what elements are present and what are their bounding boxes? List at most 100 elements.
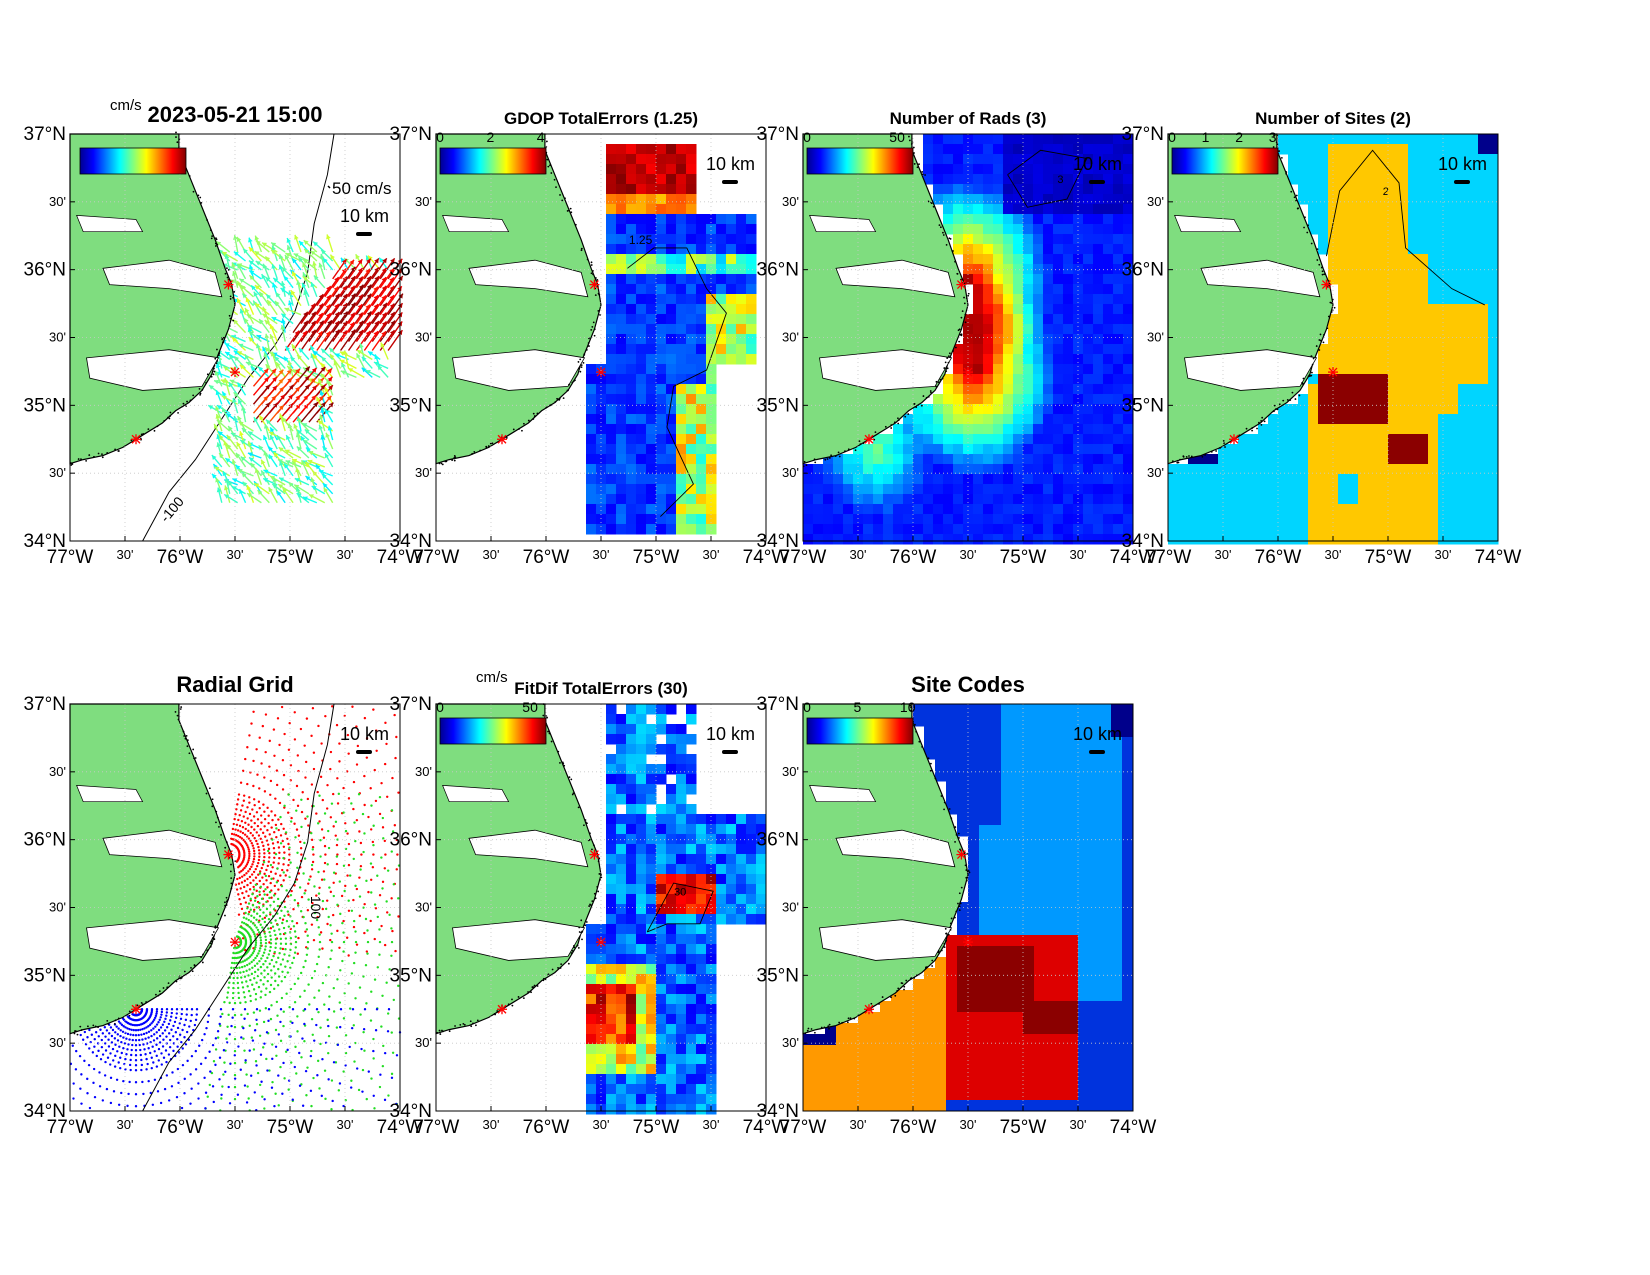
data-cell	[1053, 534, 1064, 545]
data-cell	[913, 524, 924, 535]
coast-speckle	[1310, 242, 1313, 245]
data-cell	[1428, 254, 1439, 265]
radial-grid-point	[291, 961, 294, 965]
data-cell	[1348, 504, 1359, 515]
coast-speckle	[199, 196, 202, 199]
data-cell	[1063, 444, 1074, 455]
radial-grid-point	[380, 781, 383, 785]
current-vector-head	[267, 299, 272, 305]
current-vector-head	[263, 423, 269, 429]
radial-grid-point	[243, 852, 246, 856]
x-tick-label: 76°W	[890, 547, 937, 568]
colorbar	[79, 147, 187, 175]
data-cell	[706, 264, 717, 275]
current-vector-head	[319, 414, 324, 420]
data-cell	[993, 524, 1004, 535]
data-cell	[1103, 504, 1114, 515]
data-cell	[1388, 464, 1399, 475]
data-cell	[1033, 174, 1044, 185]
data-cell	[1448, 384, 1459, 395]
coast-speckle	[942, 234, 945, 236]
coast-speckle	[555, 186, 557, 189]
data-cell	[873, 454, 884, 465]
data-cell	[1488, 434, 1499, 445]
data-cell	[1188, 534, 1199, 545]
data-cell	[1033, 184, 1044, 195]
coast-speckle	[924, 174, 926, 176]
data-cell	[1123, 384, 1134, 395]
radial-grid-point	[279, 932, 282, 936]
data-cell	[1043, 324, 1054, 335]
radial-grid-point	[248, 910, 251, 914]
radial-grid-point	[238, 876, 241, 880]
current-vector-head	[264, 377, 269, 383]
data-cell	[1378, 244, 1389, 255]
radial-grid-point	[247, 848, 250, 851]
current-vector-head	[381, 331, 386, 337]
data-cell	[1053, 454, 1064, 465]
radial-grid-point	[354, 951, 357, 954]
data-cell	[1458, 444, 1469, 455]
data-cell	[1043, 144, 1054, 155]
data-cell	[1308, 484, 1319, 495]
data-cell	[606, 494, 617, 505]
radial-grid-point	[239, 887, 242, 890]
data-cell	[1318, 174, 1329, 185]
data-cell	[1478, 524, 1489, 535]
data-cell	[656, 204, 667, 215]
data-cell	[1348, 464, 1359, 475]
current-vector-head	[268, 487, 273, 493]
current-vector-head	[374, 258, 379, 264]
data-cell	[1238, 514, 1249, 525]
data-cell	[1308, 504, 1319, 515]
data-cell	[943, 464, 954, 475]
data-cell	[1123, 244, 1134, 255]
data-cell	[1448, 454, 1459, 465]
data-cell	[1378, 364, 1389, 375]
current-vector-head	[292, 460, 297, 466]
radial-grid-point	[296, 804, 300, 808]
data-cell	[1198, 534, 1209, 545]
radial-grid-point	[273, 814, 277, 817]
current-vector-head	[268, 454, 274, 460]
radial-grid-point	[312, 938, 316, 942]
radial-grid-point	[241, 831, 245, 835]
data-cell	[1448, 324, 1459, 335]
radial-grid-point	[254, 941, 258, 945]
data-cell	[1488, 484, 1499, 495]
radial-grid-point	[249, 908, 252, 911]
coast-speckle	[216, 243, 219, 246]
radial-grid-point	[291, 920, 294, 923]
data-cell	[1378, 394, 1389, 405]
current-vector-head	[365, 304, 370, 310]
data-cell	[1358, 484, 1369, 495]
data-cell	[1408, 384, 1419, 395]
radial-grid-point	[322, 836, 326, 839]
current-vector-head	[290, 356, 296, 362]
data-cell	[696, 474, 707, 485]
coast-speckle	[169, 411, 172, 414]
radial-grid-point	[276, 923, 279, 927]
radial-grid-point	[264, 993, 267, 997]
data-cell	[656, 164, 667, 175]
data-cell	[1318, 214, 1329, 225]
data-cell	[1168, 534, 1179, 545]
radial-grid-point	[365, 737, 369, 740]
current-vector-head	[343, 350, 348, 356]
data-cell	[706, 304, 717, 315]
current-vector-head	[273, 452, 279, 458]
data-cell	[1003, 494, 1014, 505]
current-vector-head	[303, 404, 309, 409]
data-cell	[1468, 404, 1479, 415]
radial-grid-point	[248, 962, 251, 965]
data-cell	[1458, 434, 1469, 445]
data-cell	[1073, 514, 1084, 525]
data-cell	[686, 214, 697, 225]
data-cell	[1258, 454, 1269, 465]
data-cell	[1308, 174, 1319, 185]
data-cell	[1123, 204, 1134, 215]
radial-grid-point	[300, 810, 304, 814]
radial-grid-point	[331, 792, 335, 796]
coast-speckle	[897, 422, 900, 425]
data-cell	[596, 494, 607, 505]
